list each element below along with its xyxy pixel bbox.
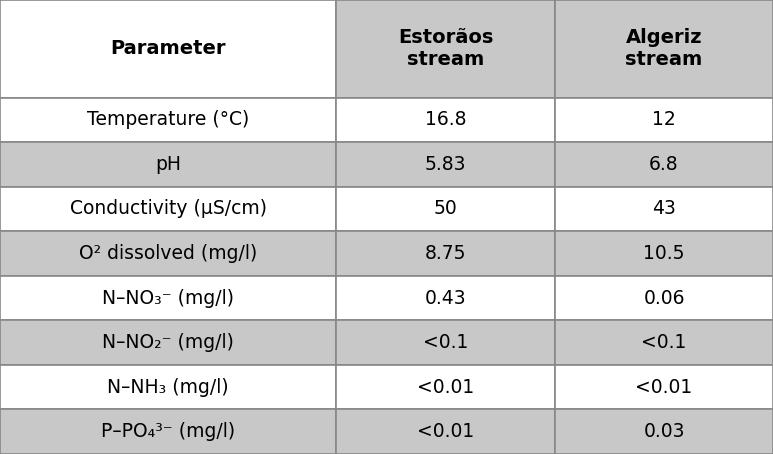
Bar	[555, 142, 773, 187]
Text: 0.43: 0.43	[425, 289, 466, 307]
Text: Temperature (°C): Temperature (°C)	[87, 110, 249, 129]
Text: Estorãos
stream: Estorãos stream	[398, 28, 493, 69]
Bar	[0, 0, 336, 98]
Bar	[0, 276, 336, 321]
Text: 0.03: 0.03	[643, 422, 685, 441]
Bar	[336, 0, 555, 98]
Text: O² dissolved (mg/l): O² dissolved (mg/l)	[79, 244, 257, 263]
Text: 10.5: 10.5	[643, 244, 685, 263]
Bar	[0, 187, 336, 231]
Bar	[0, 231, 336, 276]
Text: N–NO₂⁻ (mg/l): N–NO₂⁻ (mg/l)	[102, 333, 234, 352]
Text: 16.8: 16.8	[425, 110, 466, 129]
Text: P–PO₄³⁻ (mg/l): P–PO₄³⁻ (mg/l)	[101, 422, 235, 441]
Bar	[336, 187, 555, 231]
Bar	[336, 276, 555, 321]
Bar	[336, 365, 555, 410]
Text: 8.75: 8.75	[425, 244, 466, 263]
Bar	[555, 231, 773, 276]
Bar	[0, 321, 336, 365]
Text: <0.01: <0.01	[635, 378, 693, 397]
Bar	[336, 231, 555, 276]
Bar	[0, 410, 336, 454]
Bar	[336, 142, 555, 187]
Bar	[555, 365, 773, 410]
Text: <0.01: <0.01	[417, 422, 475, 441]
Bar	[0, 365, 336, 410]
Bar	[555, 0, 773, 98]
Text: 43: 43	[652, 199, 676, 218]
Text: 0.06: 0.06	[643, 289, 685, 307]
Bar	[555, 98, 773, 142]
Bar	[336, 410, 555, 454]
Text: 6.8: 6.8	[649, 155, 679, 174]
Text: Conductivity (μS/cm): Conductivity (μS/cm)	[70, 199, 267, 218]
Bar	[0, 98, 336, 142]
Bar	[0, 142, 336, 187]
Text: <0.01: <0.01	[417, 378, 475, 397]
Bar	[336, 98, 555, 142]
Bar	[555, 187, 773, 231]
Text: <0.1: <0.1	[642, 333, 686, 352]
Bar	[555, 321, 773, 365]
Text: <0.1: <0.1	[423, 333, 468, 352]
Text: 5.83: 5.83	[425, 155, 466, 174]
Bar	[555, 410, 773, 454]
Bar	[555, 276, 773, 321]
Text: N–NO₃⁻ (mg/l): N–NO₃⁻ (mg/l)	[102, 289, 234, 307]
Text: Algeriz
stream: Algeriz stream	[625, 28, 703, 69]
Text: Parameter: Parameter	[111, 39, 226, 58]
Text: 50: 50	[434, 199, 458, 218]
Text: N–NH₃ (mg/l): N–NH₃ (mg/l)	[107, 378, 229, 397]
Text: 12: 12	[652, 110, 676, 129]
Bar	[336, 321, 555, 365]
Text: pH: pH	[155, 155, 181, 174]
